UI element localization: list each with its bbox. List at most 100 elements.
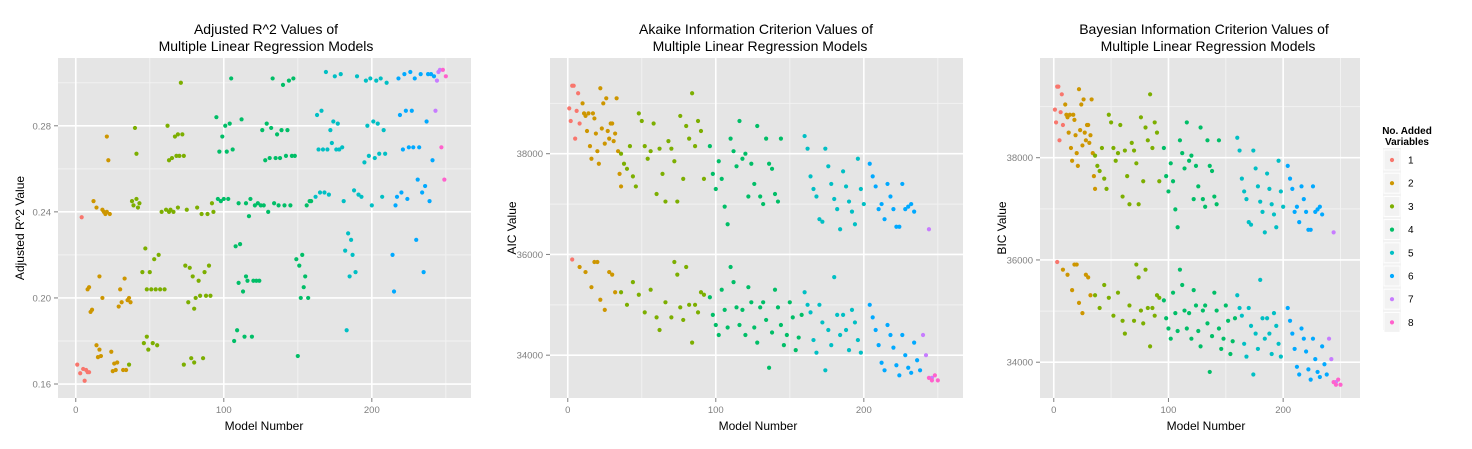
data-point: [1269, 202, 1274, 207]
data-point: [1080, 311, 1085, 316]
data-point: [428, 72, 434, 77]
data-point: [1221, 336, 1226, 341]
data-point: [1066, 130, 1071, 135]
data-point: [1074, 150, 1079, 156]
data-point: [1154, 130, 1160, 135]
data-point: [1189, 153, 1194, 158]
legend-keys: 1 2 3 4 5 6 7 8: [1383, 148, 1414, 333]
data-point: [1060, 122, 1066, 128]
data-point: [1191, 197, 1196, 202]
data-point: [118, 287, 123, 292]
data-point: [202, 270, 207, 275]
data-point: [165, 123, 170, 128]
data-point: [731, 149, 736, 154]
data-point: [885, 322, 890, 328]
data-point: [692, 144, 698, 149]
y-tick-label: 0.20: [33, 293, 52, 304]
data-point: [710, 312, 715, 317]
data-point: [1075, 163, 1080, 168]
data-point: [205, 211, 210, 217]
data-point: [926, 227, 932, 232]
data-point: [743, 332, 748, 338]
data-point: [1294, 204, 1300, 209]
data-point: [737, 118, 742, 124]
data-point: [1285, 305, 1290, 311]
data-point: [354, 74, 360, 79]
data-point: [920, 332, 926, 338]
data-point: [1120, 318, 1125, 323]
data-point: [725, 325, 730, 330]
legend-label: 2: [1408, 179, 1414, 190]
data-point: [571, 83, 576, 88]
data-point: [329, 140, 334, 146]
data-point: [1070, 158, 1075, 163]
data-point: [1115, 290, 1121, 295]
data-point: [769, 330, 775, 335]
data-point: [374, 78, 379, 83]
data-point: [1127, 303, 1132, 308]
data-point: [605, 128, 610, 134]
data-point: [577, 121, 582, 126]
data-point: [722, 204, 727, 209]
data-point: [1248, 222, 1254, 227]
data-point: [141, 341, 146, 346]
data-point: [1086, 275, 1091, 280]
data-point: [235, 328, 240, 333]
data-point: [1134, 262, 1139, 267]
data-point: [1073, 133, 1078, 138]
data-point: [906, 365, 911, 370]
data-point: [266, 209, 271, 214]
data-point: [1053, 120, 1059, 125]
data-point: [912, 209, 917, 214]
data-point: [879, 360, 884, 365]
data-point: [666, 139, 671, 144]
data-point: [306, 295, 311, 301]
data-point: [313, 194, 318, 199]
data-point: [346, 231, 351, 236]
data-point: [846, 348, 852, 353]
data-point: [1320, 344, 1325, 349]
data-point: [743, 151, 748, 156]
data-point: [592, 259, 597, 265]
data-point: [858, 186, 863, 192]
data-point: [309, 199, 314, 204]
legend-title-line2: Variables: [1385, 137, 1429, 148]
data-point: [1287, 176, 1293, 181]
data-point: [1237, 148, 1242, 153]
data-point: [397, 112, 403, 118]
data-point: [840, 312, 846, 317]
data-point: [775, 305, 781, 310]
data-point: [232, 338, 237, 344]
data-point: [270, 76, 275, 81]
data-point: [678, 305, 683, 310]
data-point: [882, 368, 887, 373]
data-point: [614, 96, 619, 101]
data-point: [1088, 293, 1093, 298]
data-point: [648, 287, 653, 292]
data-point: [267, 155, 272, 161]
data-point: [1200, 197, 1205, 202]
data-point: [1276, 158, 1281, 163]
data-point: [1177, 138, 1183, 143]
data-point: [303, 274, 308, 279]
data-point: [1125, 174, 1130, 179]
data-point: [156, 252, 161, 257]
data-point: [368, 76, 373, 81]
plot-background: [550, 58, 963, 398]
data-point: [189, 356, 194, 361]
y-tick-label: 34000: [1007, 358, 1033, 369]
data-point: [764, 136, 769, 141]
data-point: [1157, 295, 1162, 300]
data-point: [602, 307, 607, 312]
data-point: [897, 373, 902, 378]
data-point: [1235, 135, 1240, 140]
data-point: [595, 259, 600, 265]
data-point: [1071, 112, 1076, 117]
data-point: [843, 184, 849, 189]
data-point: [86, 285, 92, 290]
data-point: [230, 147, 235, 152]
data-point: [835, 207, 840, 212]
data-point: [402, 72, 407, 77]
data-point: [687, 302, 692, 307]
data-point: [613, 290, 618, 295]
